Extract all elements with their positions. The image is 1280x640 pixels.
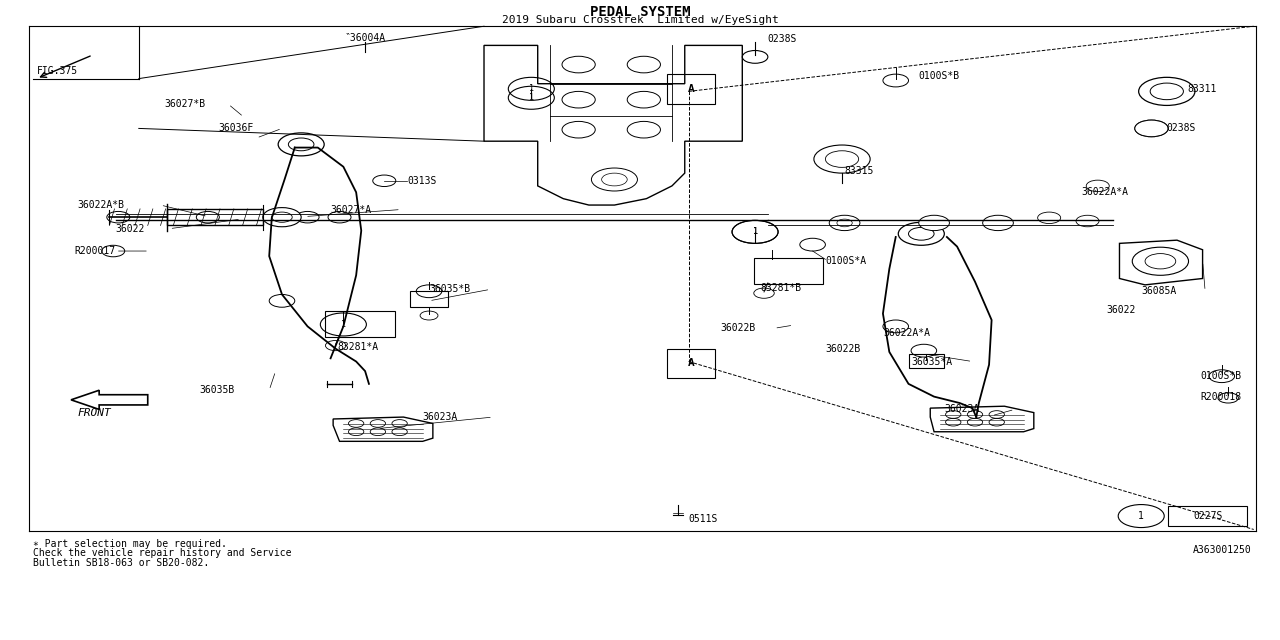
Circle shape bbox=[1076, 215, 1100, 227]
Circle shape bbox=[196, 211, 219, 223]
Text: 36035B: 36035B bbox=[198, 385, 234, 396]
Text: Bulletin SB18-063 or SB20-082.: Bulletin SB18-063 or SB20-082. bbox=[33, 557, 209, 568]
Circle shape bbox=[269, 294, 294, 307]
Text: 1: 1 bbox=[753, 227, 758, 236]
Text: A: A bbox=[687, 84, 695, 94]
Text: FIG.375: FIG.375 bbox=[37, 66, 78, 76]
Text: 83281*B: 83281*B bbox=[760, 283, 801, 293]
Circle shape bbox=[911, 344, 937, 357]
Text: 83281*A: 83281*A bbox=[337, 342, 378, 352]
Bar bbox=[909, 354, 945, 368]
Text: 83315: 83315 bbox=[845, 166, 874, 176]
Bar bbox=[166, 209, 262, 225]
Text: R200018: R200018 bbox=[1201, 392, 1242, 402]
Text: 0238S: 0238S bbox=[1167, 124, 1197, 133]
Text: 36022A*A: 36022A*A bbox=[883, 328, 931, 338]
Circle shape bbox=[101, 245, 124, 257]
Text: 83311: 83311 bbox=[1188, 84, 1216, 94]
Text: 36027*A: 36027*A bbox=[330, 205, 371, 214]
Circle shape bbox=[883, 320, 909, 333]
Text: 1: 1 bbox=[340, 320, 346, 329]
Text: 36022A*A: 36022A*A bbox=[1082, 188, 1128, 197]
Circle shape bbox=[1219, 393, 1238, 403]
Text: ∗ Part selection may be required.: ∗ Part selection may be required. bbox=[33, 538, 227, 548]
Text: 1: 1 bbox=[753, 227, 758, 236]
Text: 1: 1 bbox=[1138, 511, 1144, 521]
Circle shape bbox=[1038, 212, 1061, 223]
Circle shape bbox=[919, 215, 950, 230]
Circle shape bbox=[1139, 77, 1196, 106]
Circle shape bbox=[983, 215, 1014, 230]
Circle shape bbox=[800, 238, 826, 251]
Text: 36085A: 36085A bbox=[1142, 286, 1176, 296]
Text: 36036F: 36036F bbox=[218, 124, 253, 133]
Circle shape bbox=[883, 74, 909, 87]
Circle shape bbox=[899, 222, 945, 245]
Circle shape bbox=[416, 285, 442, 298]
Text: 0313S: 0313S bbox=[407, 176, 436, 186]
Text: ‶36004A: ‶36004A bbox=[344, 33, 385, 43]
Text: 2019 Subaru Crosstrek  Limited w/EyeSight: 2019 Subaru Crosstrek Limited w/EyeSight bbox=[502, 15, 778, 25]
Circle shape bbox=[814, 145, 870, 173]
Text: 36023A: 36023A bbox=[945, 404, 979, 415]
Bar bbox=[410, 291, 448, 307]
Text: 36035*B: 36035*B bbox=[429, 284, 470, 294]
Text: Check the vehicle repair history and Service: Check the vehicle repair history and Ser… bbox=[33, 548, 291, 558]
Text: PEDAL SYSTEM: PEDAL SYSTEM bbox=[590, 4, 690, 19]
Circle shape bbox=[278, 133, 324, 156]
Text: 36035*A: 36035*A bbox=[911, 356, 952, 367]
Text: R200017: R200017 bbox=[74, 246, 116, 256]
Circle shape bbox=[264, 211, 287, 223]
Text: 0100S*B: 0100S*B bbox=[919, 71, 960, 81]
Text: FRONT: FRONT bbox=[77, 408, 111, 417]
Text: 0227S: 0227S bbox=[1193, 511, 1222, 521]
Text: 0511S: 0511S bbox=[689, 515, 718, 524]
Text: 36027*B: 36027*B bbox=[164, 99, 206, 109]
Text: 0100S*B: 0100S*B bbox=[1201, 371, 1242, 381]
Circle shape bbox=[742, 51, 768, 63]
Text: A363001250: A363001250 bbox=[1193, 545, 1251, 555]
Text: 36022B: 36022B bbox=[826, 344, 860, 354]
Text: 1: 1 bbox=[529, 93, 534, 102]
Text: 36022: 36022 bbox=[1107, 305, 1137, 316]
Circle shape bbox=[1135, 120, 1169, 137]
Circle shape bbox=[1210, 370, 1234, 383]
Text: 0238S: 0238S bbox=[768, 34, 797, 44]
Circle shape bbox=[296, 211, 319, 223]
Text: 36022B: 36022B bbox=[721, 323, 755, 333]
Text: A: A bbox=[687, 358, 695, 369]
Circle shape bbox=[1133, 247, 1189, 275]
Text: 36022A*B: 36022A*B bbox=[77, 200, 124, 210]
Text: 0100S*A: 0100S*A bbox=[826, 255, 867, 266]
Circle shape bbox=[372, 175, 396, 186]
Circle shape bbox=[1135, 120, 1169, 137]
Text: 36022: 36022 bbox=[115, 223, 145, 234]
Circle shape bbox=[262, 207, 301, 227]
Text: 1: 1 bbox=[529, 84, 534, 93]
Circle shape bbox=[829, 215, 860, 230]
Circle shape bbox=[106, 211, 129, 223]
Circle shape bbox=[1087, 180, 1110, 191]
Text: 36023A: 36023A bbox=[422, 412, 458, 422]
Circle shape bbox=[328, 211, 351, 223]
